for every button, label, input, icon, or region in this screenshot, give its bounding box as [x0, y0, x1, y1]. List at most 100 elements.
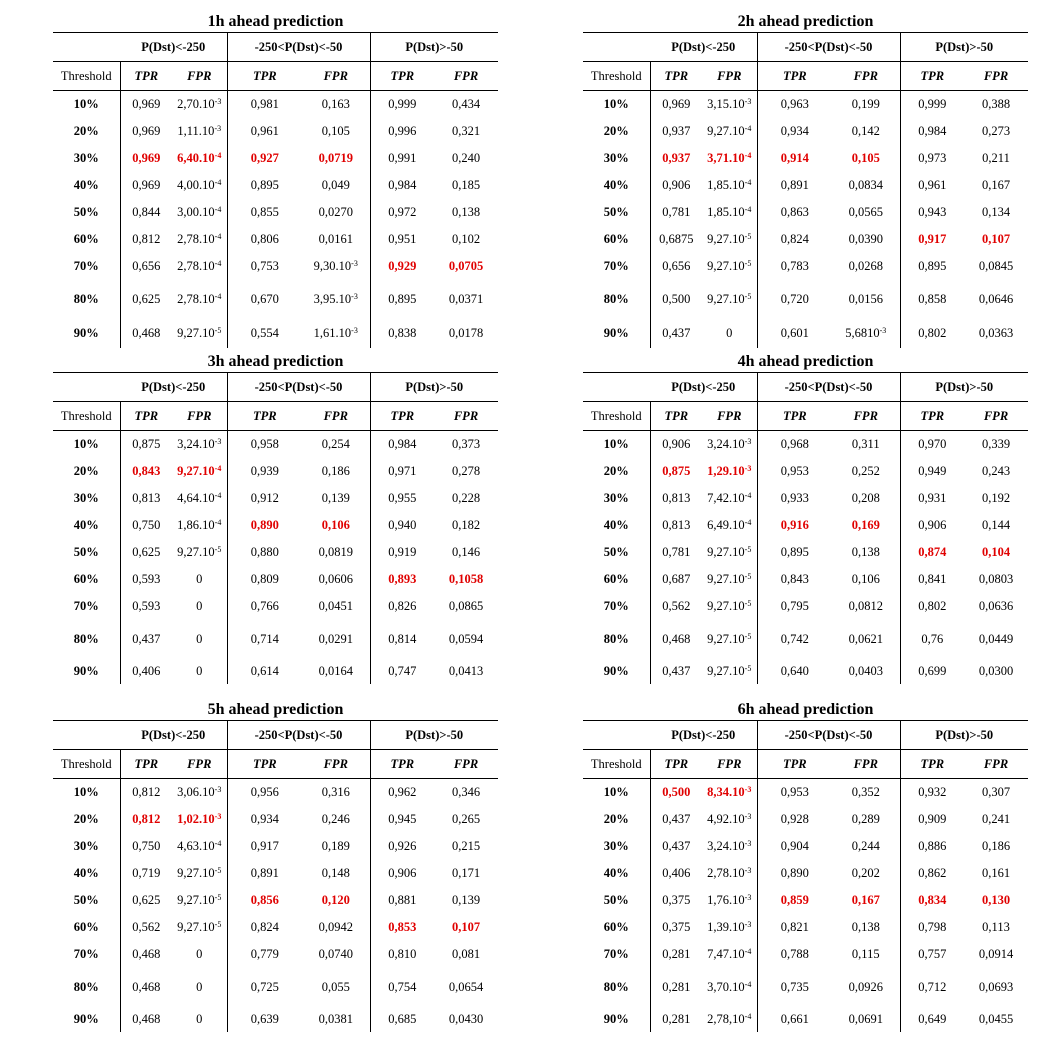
value-cell: 0,999: [899, 90, 964, 118]
value-cell: 2,78.10-4: [177, 291, 222, 306]
table-row: 90% 0,468 9,27.10-5 0,554 1,61.10-3 0,838 0,01…: [53, 318, 498, 348]
value-cell: 0,806: [226, 225, 302, 253]
table-row: 70% 0,468 0 0,779 0,0740 0,810 0,081: [53, 940, 498, 968]
value-cell: 0,0740: [318, 946, 353, 961]
threshold-cell: 80%: [603, 631, 629, 646]
group-header: -250<P(Dst)<-50: [226, 372, 370, 402]
value-cell: 0,144: [981, 517, 1011, 532]
threshold-cell: 60%: [603, 919, 629, 934]
value-cell: 0,0449: [978, 631, 1014, 646]
value-cell: 0,500: [649, 279, 702, 319]
table-row: 30% 0,750 4,63.10-4 0,917 0,189 0,926 0,215: [53, 832, 498, 860]
value-cell: 0,649: [899, 1006, 964, 1032]
value-cell: 0,917: [226, 832, 302, 860]
value-cell: 0,113: [982, 919, 1010, 934]
value-cell: 9,27.10-5: [177, 919, 222, 934]
value-cell: 0,0164: [318, 663, 353, 678]
value-cell: 0,182: [451, 517, 481, 532]
value-cell: 0,208: [851, 490, 880, 505]
value-cell: 0,146: [451, 544, 481, 559]
value-cell: 0,0803: [978, 571, 1014, 586]
threshold-cell: 30%: [603, 490, 629, 505]
threshold-cell: 50%: [73, 892, 99, 907]
value-cell: 1,11.10-3: [177, 123, 222, 138]
threshold-header: Threshold: [53, 61, 120, 91]
metric-header: TPR: [369, 749, 434, 779]
value-cell: 3,70.10-4: [707, 979, 752, 994]
table-row: 20% 0,969 1,11.10-3 0,961 0,105 0,996 0,321: [53, 117, 498, 145]
value-cell: 7,47.10-4: [707, 946, 752, 961]
value-cell: 0,0914: [978, 946, 1014, 961]
value-cell: 0,437: [649, 832, 702, 860]
value-cell: 0,962: [369, 778, 434, 806]
value-cell: 0,6875: [649, 225, 702, 253]
value-cell: 0,875: [119, 430, 172, 458]
value-cell: 9,27.10-4: [177, 463, 222, 478]
table-row: 70% 0,656 2,78.10-4 0,753 9,30.10-3 0,929 0,07…: [53, 252, 498, 280]
threshold-header: Threshold: [53, 401, 120, 431]
value-cell: 0,102: [451, 231, 481, 246]
value-cell: 0,0942: [318, 919, 353, 934]
value-cell: 0,916: [756, 511, 832, 539]
value-cell: 0,281: [649, 967, 702, 1007]
metric-header: FPR: [434, 749, 498, 779]
value-cell: 0,874: [899, 538, 964, 566]
panel-title: 3h ahead prediction: [207, 353, 344, 370]
value-cell: 0,712: [899, 967, 964, 1007]
value-cell: 0,934: [226, 805, 302, 833]
value-cell: 1,39.10-3: [707, 919, 752, 934]
value-cell: 0,855: [226, 198, 302, 226]
table-row: 50% 0,625 9,27.10-5 0,856 0,120 0,881 0,139: [53, 886, 498, 914]
value-cell: 0,0413: [448, 663, 484, 678]
table-row: 50% 0,781 1,85.10-4 0,863 0,0565 0,943 0,134: [583, 198, 1028, 226]
value-cell: 0,858: [899, 279, 964, 319]
value-cell: 0,375: [649, 886, 702, 914]
value-cell: 0,244: [851, 838, 880, 853]
value-cell: 0,468: [119, 1006, 172, 1032]
value-cell: 0,0430: [448, 1011, 484, 1026]
value-cell: 0,106: [321, 517, 350, 532]
threshold-cell: 10%: [603, 784, 629, 799]
group-header: P(Dst)<-250: [120, 720, 227, 750]
value-cell: 0,0812: [848, 598, 883, 613]
value-cell: 9,27.10-5: [707, 231, 752, 246]
value-cell: 0,0363: [978, 325, 1014, 340]
table-row: 80% 0,468 0 0,725 0,055 0,754 0,0654: [53, 967, 498, 1007]
value-cell: 0,969: [119, 144, 172, 172]
value-cell: 0,802: [899, 592, 964, 620]
value-cell: 6,40.10-4: [177, 150, 222, 165]
metric-header: TPR: [119, 61, 172, 91]
table-row: 40% 0,813 6,49.10-4 0,916 0,169 0,906 0,144: [583, 511, 1028, 539]
value-cell: 0,971: [369, 457, 434, 485]
value-cell: 0,926: [369, 832, 434, 860]
value-cell: 0,0719: [318, 150, 353, 165]
value-cell: 0,970: [899, 430, 964, 458]
value-cell: 0,968: [756, 430, 832, 458]
metric-header: TPR: [226, 401, 302, 431]
table-row: 70% 0,656 9,27.10-5 0,783 0,0268 0,895 0,0845: [583, 252, 1028, 280]
table-row: 20% 0,843 9,27.10-4 0,939 0,186 0,971 0,278: [53, 457, 498, 485]
value-cell: 3,95.10-3: [313, 291, 358, 306]
value-cell: 0,719: [119, 859, 172, 887]
value-cell: 0,754: [369, 967, 434, 1007]
table-row: 20% 0,875 1,29.10-3 0,953 0,252 0,949 0,243: [583, 457, 1028, 485]
value-cell: 0,844: [119, 198, 172, 226]
value-cell: 0: [196, 663, 203, 678]
value-cell: 0,940: [369, 511, 434, 539]
value-cell: 0,375: [649, 913, 702, 941]
group-header: P(Dst)>-50: [899, 372, 1028, 402]
metric-header: FPR: [172, 401, 227, 431]
metric-header: FPR: [434, 401, 498, 431]
value-cell: 0,795: [756, 592, 832, 620]
value-cell: 0,437: [649, 318, 702, 348]
value-cell: 0,148: [321, 865, 350, 880]
value-cell: 0,437: [649, 658, 702, 684]
threshold-cell: 50%: [73, 544, 99, 559]
value-cell: 0,969: [649, 90, 702, 118]
metric-header: TPR: [649, 749, 702, 779]
value-cell: 9,27.10-5: [177, 325, 222, 340]
panel-title: 2h ahead prediction: [737, 13, 874, 30]
table-row: 70% 0,593 0 0,766 0,0451 0,826 0,0865: [53, 592, 498, 620]
value-cell: 3,71.10-4: [707, 150, 752, 165]
value-cell: 0,215: [451, 838, 481, 853]
